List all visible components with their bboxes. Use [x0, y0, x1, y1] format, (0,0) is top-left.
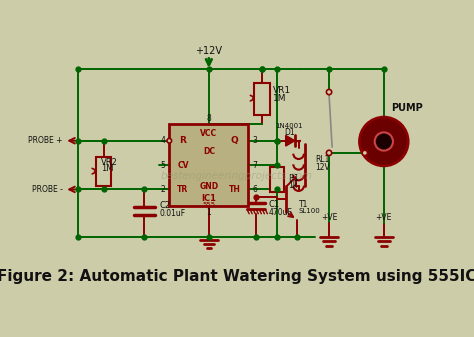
- Text: VCC: VCC: [201, 129, 218, 137]
- Text: T1: T1: [299, 200, 308, 209]
- Text: CV: CV: [177, 160, 189, 170]
- Text: +12V: +12V: [195, 46, 222, 56]
- Text: 0.01uF: 0.01uF: [159, 209, 185, 217]
- Text: +VE: +VE: [375, 213, 392, 222]
- Text: 8: 8: [207, 114, 211, 123]
- Text: C2: C2: [159, 201, 171, 210]
- Circle shape: [327, 150, 332, 156]
- Text: RL1: RL1: [315, 155, 330, 164]
- Text: TR: TR: [177, 185, 189, 194]
- Text: 555: 555: [202, 202, 215, 208]
- Text: 4: 4: [161, 136, 165, 145]
- Text: PROBE +: PROBE +: [28, 136, 63, 145]
- Text: 12V: 12V: [315, 163, 330, 172]
- Text: bestengineeringprojects.com: bestengineeringprojects.com: [161, 171, 313, 181]
- Text: 1N4001: 1N4001: [276, 123, 303, 129]
- Text: 6: 6: [252, 185, 257, 194]
- Text: 1M: 1M: [273, 94, 286, 103]
- Text: GND: GND: [199, 182, 219, 191]
- Text: C1: C1: [268, 200, 279, 209]
- Text: Figure 2: Automatic Plant Watering System using 555IC: Figure 2: Automatic Plant Watering Syste…: [0, 269, 474, 284]
- Circle shape: [359, 117, 408, 166]
- Text: 1k: 1k: [288, 181, 297, 190]
- Text: 1M: 1M: [101, 164, 113, 173]
- Text: 5: 5: [161, 160, 165, 170]
- Text: VR1: VR1: [273, 86, 291, 95]
- Text: PROBE -: PROBE -: [32, 185, 63, 194]
- Text: R: R: [180, 136, 186, 145]
- Polygon shape: [286, 135, 295, 146]
- Text: PUMP: PUMP: [392, 103, 423, 113]
- Text: 3: 3: [252, 136, 257, 145]
- Circle shape: [362, 150, 367, 156]
- Text: 2: 2: [161, 185, 165, 194]
- Bar: [255, 83, 270, 115]
- Circle shape: [327, 89, 332, 95]
- Bar: [271, 166, 284, 192]
- Bar: [96, 157, 111, 186]
- Text: SL100: SL100: [299, 209, 320, 214]
- Text: IC1: IC1: [201, 194, 216, 203]
- Text: VR2: VR2: [101, 157, 118, 166]
- Text: 7: 7: [252, 160, 257, 170]
- Circle shape: [167, 139, 172, 143]
- Text: 1: 1: [207, 208, 211, 217]
- Text: DC: DC: [203, 147, 215, 156]
- Text: D1: D1: [284, 128, 295, 137]
- Bar: [169, 124, 248, 206]
- Text: R1: R1: [288, 174, 299, 183]
- Circle shape: [374, 132, 393, 151]
- Text: Q: Q: [231, 136, 238, 145]
- Text: TH: TH: [229, 185, 241, 194]
- Text: 470uF: 470uF: [268, 208, 292, 217]
- Text: +VE: +VE: [321, 213, 337, 222]
